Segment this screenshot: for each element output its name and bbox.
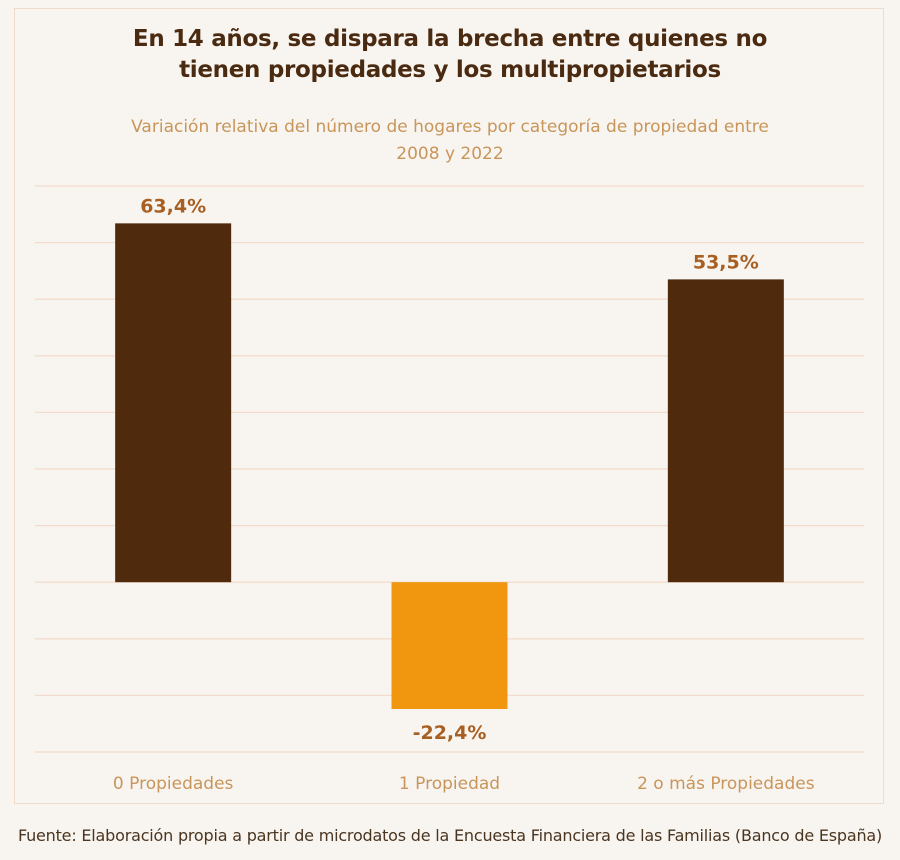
category-label: 1 Propiedad	[399, 774, 500, 794]
chart-title: En 14 años, se dispara la brecha entre q…	[0, 24, 900, 86]
bar	[115, 223, 232, 583]
bars	[115, 223, 784, 709]
title-line-2: tienen propiedades y los multipropietari…	[179, 57, 721, 83]
data-label: -22,4%	[413, 722, 487, 744]
bar	[391, 582, 508, 709]
category-label: 2 o más Propiedades	[637, 774, 815, 794]
category-labels: 0 Propiedades 1 Propiedad 2 o más Propieda…	[113, 774, 815, 794]
category-label: 0 Propiedades	[113, 774, 234, 794]
data-label: 63,4%	[140, 195, 206, 217]
subtitle-line-2: 2008 y 2022	[396, 144, 504, 164]
title-line-1: En 14 años, se dispara la brecha entre q…	[132, 26, 768, 52]
chart-subtitle: Variación relativa del número de hogares…	[100, 114, 800, 168]
data-label: 53,5%	[693, 251, 759, 273]
data-labels: 63,4% -22,4% 53,5%	[140, 195, 759, 744]
source-note: Fuente: Elaboración propia a partir de m…	[17, 826, 883, 845]
subtitle-line-1: Variación relativa del número de hogares…	[131, 117, 769, 137]
bar	[667, 279, 784, 583]
